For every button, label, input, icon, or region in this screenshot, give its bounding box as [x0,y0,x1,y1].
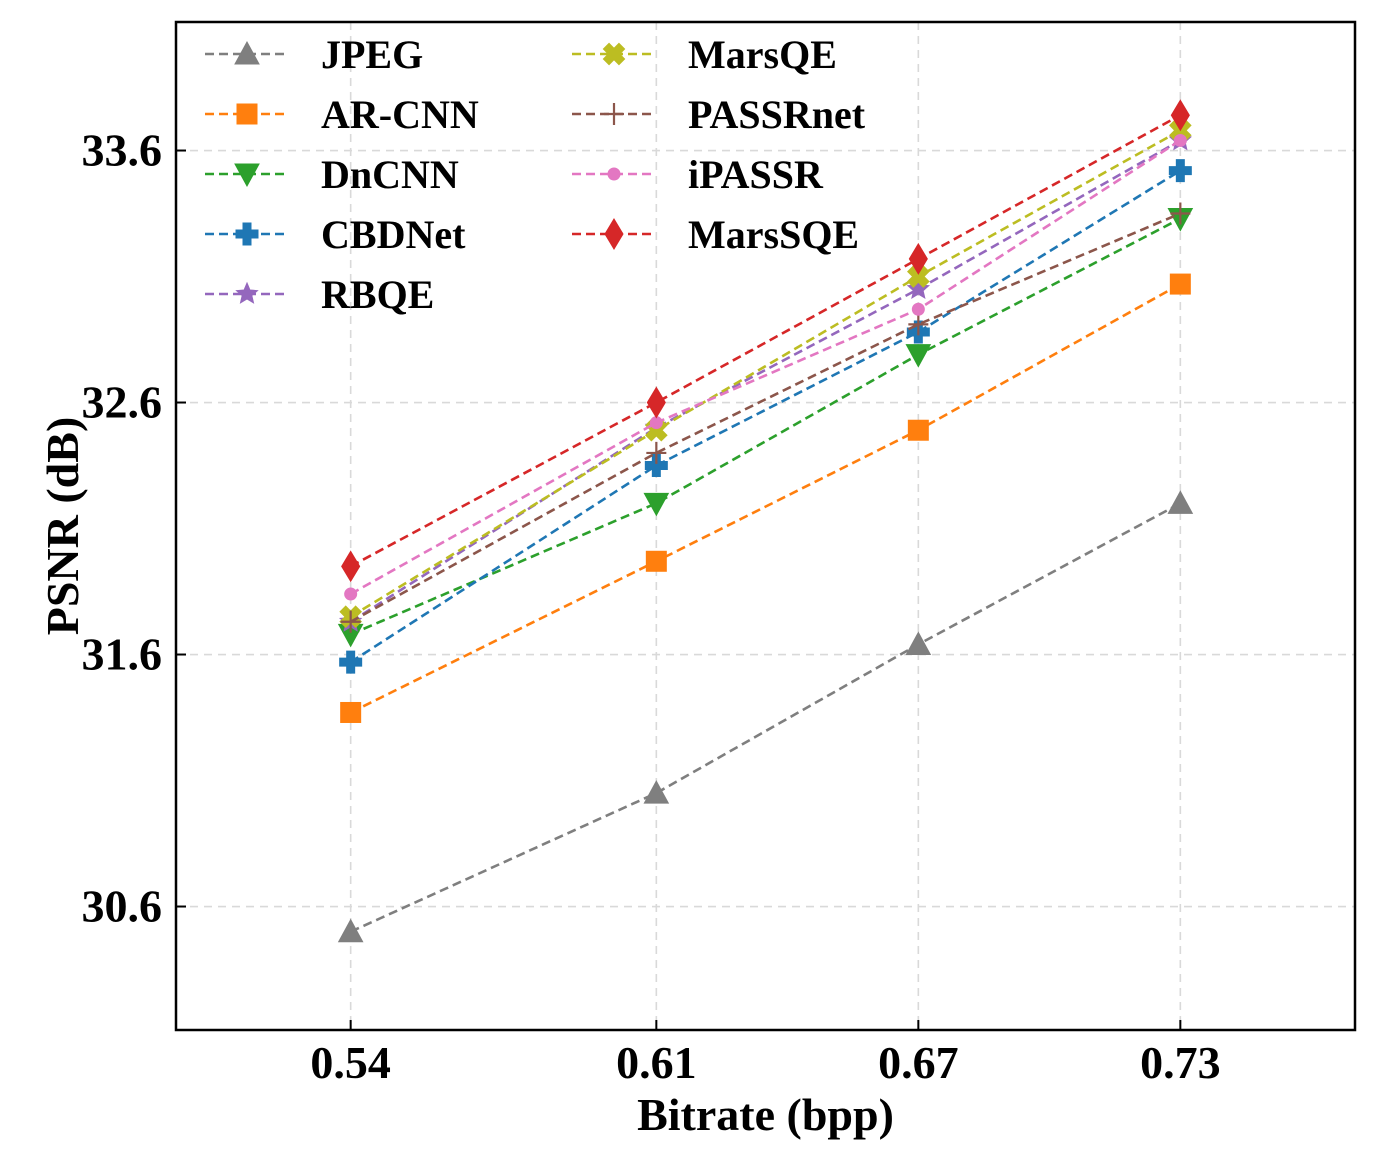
data-point-ar-cnn [1169,273,1191,295]
legend-item-passrnet: PASSRnet [572,92,866,137]
legend-marker [236,103,258,125]
data-point-jpeg [905,631,932,655]
legend-marker [607,167,621,181]
data-point-passrnet [1170,202,1191,225]
data-point-marssqe [646,386,666,419]
legend-label: DnCNN [321,152,459,197]
plot-frame [174,20,1357,1032]
legend-label: iPASSR [688,152,824,197]
data-point-passrnet [646,441,667,464]
legend-item-cbdnet: CBDNet [205,212,466,257]
legend-label: MarsSQE [688,212,859,257]
legend-marker [234,163,260,188]
legend-item-rbqe: RBQE [205,272,434,317]
legend-marker [234,40,260,65]
legend-marker [602,42,626,66]
data-point-cbdnet [644,454,668,478]
series-line-marsqe [350,129,1181,618]
series-ar-cnn [340,273,1191,723]
axis-ticks: 0.54 0.61 0.67 0.73 30.6 31.6 32.6 33.6 [82,125,1221,1088]
data-point-ipassr [344,587,358,601]
legend-label: AR-CNN [321,92,479,137]
data-point-dncnn [643,492,670,517]
legend-item-marsqe: MarsQE [572,32,837,77]
y-tick-label: 33.6 [82,125,163,176]
data-point-jpeg [643,780,670,804]
legend-label: CBDNet [321,212,466,257]
y-tick-label: 30.6 [82,881,163,932]
series-line-ipassr [350,139,1182,596]
data-point-marssqe [341,550,361,583]
x-tick-label: 0.61 [616,1037,697,1088]
series-line-rbqe [350,139,1181,623]
data-point-marssqe [908,242,928,275]
data-point-ipassr [911,302,925,316]
legend-label: JPEG [321,32,423,77]
series-line-marssqe [350,114,1181,568]
series-rbqe [338,128,1193,632]
legend-label: MarsQE [688,32,837,77]
data-point-passrnet [340,610,361,633]
data-point-cbdnet [339,650,363,674]
series-dncnn [337,208,1194,648]
series-line-passrnet [350,212,1181,623]
series-jpeg [337,490,1194,943]
series-marssqe [341,99,1190,583]
data-point-ipassr [1173,133,1187,147]
series-line-jpeg [350,502,1181,933]
data-point-marssqe [1170,99,1190,132]
series-ipassr [344,133,1187,601]
legend: JPEG AR-CNN DnCNN CBDNet RBQE MarsQE PASSRnet i… [205,32,866,317]
data-point-ar-cnn [340,701,362,723]
legend-item-ar-cnn: AR-CNN [205,92,479,137]
series-passrnet [340,202,1191,633]
series-lines [337,99,1194,943]
grid-lines [176,22,1355,1030]
x-axis-title: Bitrate (bpp) [637,1089,894,1140]
series-line-dncnn [350,217,1181,636]
data-point-rbqe [906,276,931,300]
data-point-jpeg [1167,490,1194,514]
legend-marker [235,222,259,246]
legend-marker [604,218,624,250]
legend-item-ipassr: iPASSR [572,152,824,197]
x-tick-label: 0.73 [1140,1037,1221,1088]
legend-marker [235,281,259,304]
legend-item-marssqe: MarsSQE [572,212,859,257]
data-point-dncnn [905,344,932,368]
legend-marker [604,103,624,125]
x-tick-label: 0.54 [310,1037,391,1088]
data-point-ar-cnn [907,419,929,441]
data-point-ar-cnn [645,550,667,572]
x-tick-label: 0.67 [878,1037,959,1088]
y-axis-title: PSNR (dB) [37,417,88,636]
y-tick-label: 32.6 [82,377,163,428]
data-point-jpeg [337,918,364,943]
legend-label: PASSRnet [688,92,866,137]
data-point-passrnet [908,313,929,336]
data-point-cbdnet [1168,159,1192,183]
legend-item-dncnn: DnCNN [205,152,459,197]
y-tick-label: 31.6 [82,629,163,680]
legend-item-jpeg: JPEG [205,32,423,77]
series-line-cbdnet [349,169,1181,664]
legend-label: RBQE [321,272,434,317]
series-line-ar-cnn [350,282,1181,714]
